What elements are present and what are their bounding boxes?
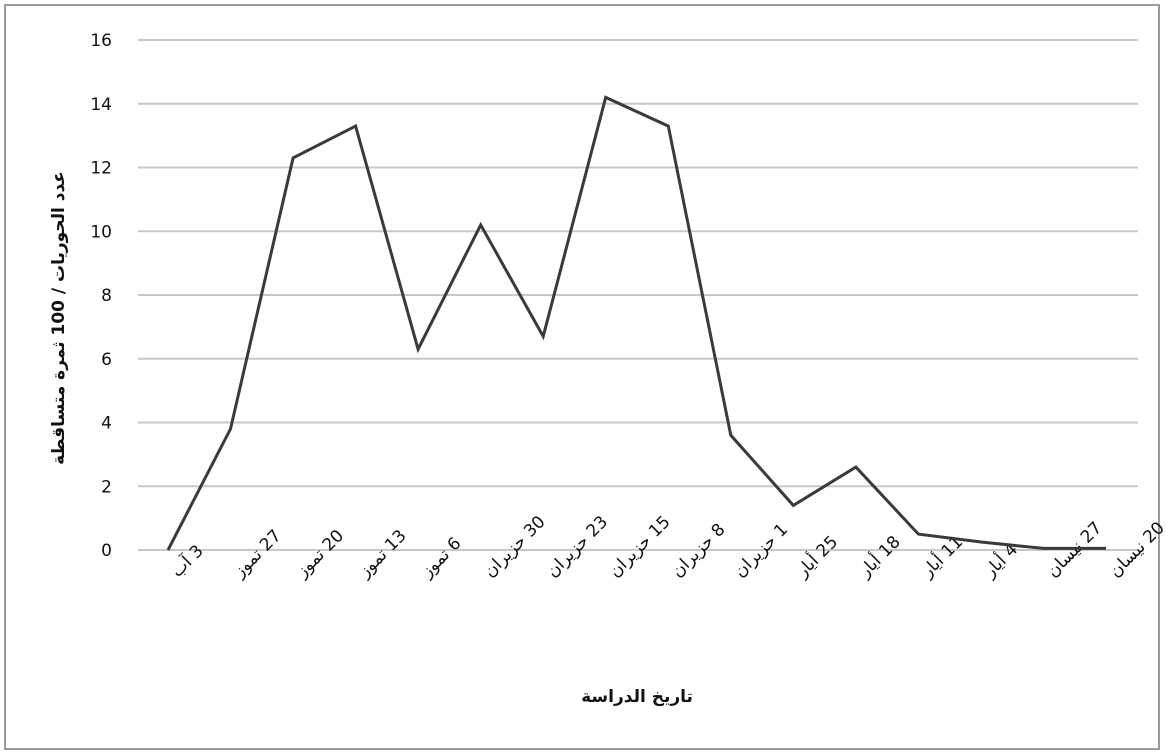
x-tick-label: 23 حزيران [543, 512, 612, 581]
y-tick-label: 14 [90, 95, 112, 115]
y-tick-label: 16 [90, 31, 112, 51]
chart-frame [4, 4, 1160, 750]
series-line [166, 95, 1106, 551]
y-tick-label: 10 [90, 222, 112, 242]
x-tick-label: 6 تموز [417, 534, 466, 583]
y-axis-ticks: 0 2 4 6 8 10 12 14 16 [90, 31, 112, 561]
x-tick-label: 15 حزيران [605, 512, 674, 581]
gridlines [138, 39, 1138, 551]
x-tick-label: 30 حزيران [480, 512, 549, 581]
y-axis-title: عدد الحوريات / 100 ثمرة متساقطة [49, 171, 69, 465]
x-tick-label: 27 تموز [229, 526, 285, 582]
x-axis-title: تاريخ الدراسة [581, 687, 693, 707]
x-tick-label: 18 أيار [853, 531, 905, 583]
x-tick-label: 25 أيار [791, 531, 843, 583]
y-tick-label: 0 [101, 541, 112, 561]
x-tick-label: 20 تموز [292, 526, 348, 582]
x-tick-label: 13 تموز [354, 526, 410, 582]
y-tick-label: 8 [101, 286, 112, 306]
y-tick-label: 2 [101, 477, 112, 497]
y-tick-label: 4 [101, 414, 112, 434]
y-tick-label: 6 [101, 350, 112, 370]
y-tick-label: 12 [90, 159, 112, 179]
x-tick-label: 3 آب [166, 540, 208, 582]
